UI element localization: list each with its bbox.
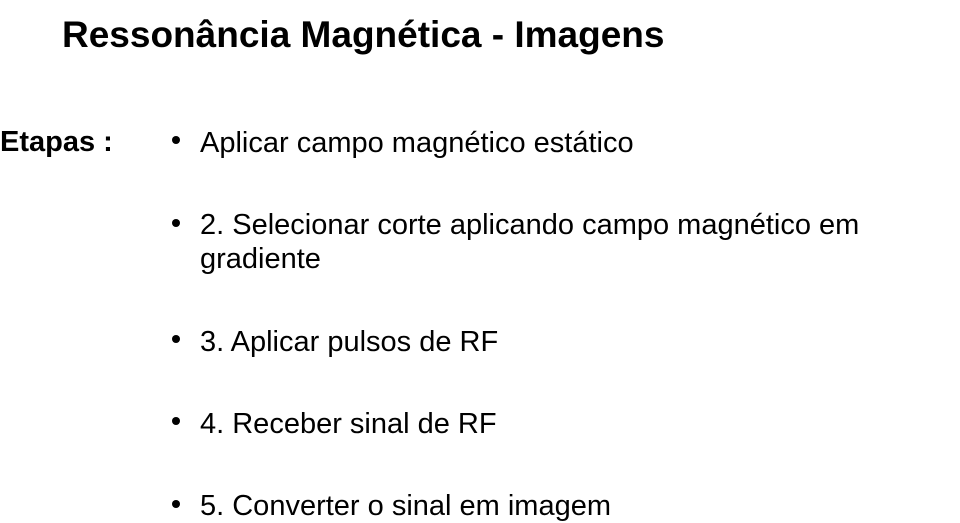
bullet-icon <box>172 219 180 227</box>
list-item: 5. Converter o sinal em imagem <box>172 489 934 523</box>
item-text: 4. Receber sinal de RF <box>200 408 497 440</box>
list-item: Aplicar campo magnético estático <box>172 126 934 160</box>
item-text: 2. Selecionar corte aplicando campo magn… <box>200 208 934 242</box>
bullet-icon <box>172 335 180 343</box>
item-text: 5. Converter o sinal em imagem <box>200 490 611 522</box>
page-title: Ressonância Magnética - Imagens <box>62 14 664 56</box>
list-item: 4. Receber sinal de RF <box>172 407 934 441</box>
bullet-icon <box>172 417 180 425</box>
item-text: 3. Aplicar pulsos de RF <box>200 326 498 358</box>
item-text: Aplicar campo magnético estático <box>200 127 634 159</box>
list-item: 2. Selecionar corte aplicando campo magn… <box>172 208 934 242</box>
etapas-label: Etapas : <box>0 126 113 159</box>
bullet-icon <box>172 136 180 144</box>
content-area: Aplicar campo magnético estático 2. Sele… <box>172 126 934 523</box>
slide: Ressonância Magnética - Imagens Etapas :… <box>0 0 960 501</box>
list-item-continuation: gradiente <box>172 242 934 276</box>
list-item: 3. Aplicar pulsos de RF <box>172 325 934 359</box>
item-text: gradiente <box>200 243 321 275</box>
